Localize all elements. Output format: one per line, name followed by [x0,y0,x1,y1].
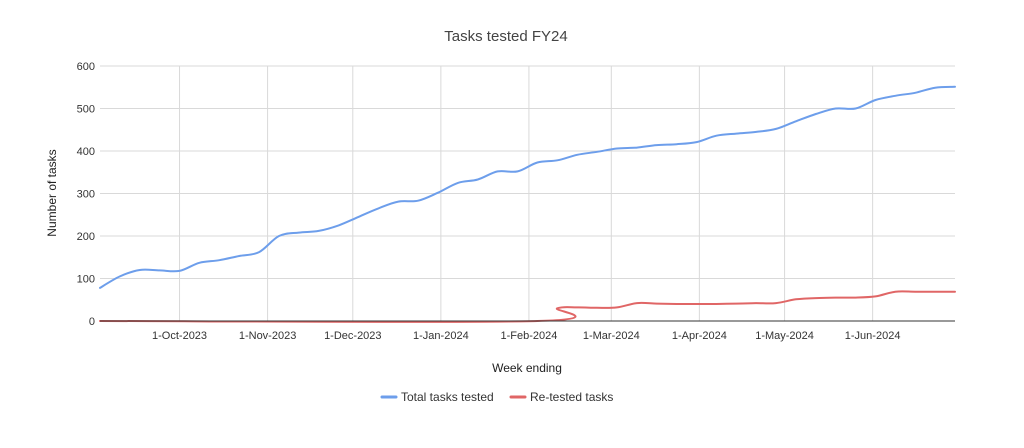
y-tick-label: 500 [77,104,95,116]
x-tick-label: 1-Nov-2023 [239,330,296,342]
y-tick-label: 400 [77,146,95,158]
series-line-1 [99,290,956,323]
x-tick-label: 1-Jun-2024 [845,330,901,342]
x-tick-label: 1-Apr-2024 [672,330,727,342]
chart-title: Tasks tested FY24 [444,28,567,45]
y-tick-label: 300 [77,189,95,201]
x-tick-label: 1-May-2024 [755,330,814,342]
legend: Total tasks tested Re-tested tasks [380,390,613,404]
y-tick-label: 100 [77,274,95,286]
y-axis-label: Number of tasks [45,149,59,236]
grid [100,65,955,321]
x-axis-label: Week ending [492,361,562,375]
x-tick-label: 1-Feb-2024 [500,330,557,342]
y-axis-ticks: 0 100 200 300 400 500 600 [77,61,95,328]
legend-label: Total tasks tested [401,390,494,404]
y-tick-label: 0 [89,316,95,328]
x-axis-ticks: 1-Oct-2023 1-Nov-2023 1-Dec-2023 1-Jan-2024… [152,330,900,342]
y-tick-label: 200 [77,231,95,243]
series-lines [99,85,956,323]
x-tick-label: 1-Jan-2024 [413,330,469,342]
legend-label: Re-tested tasks [530,390,613,404]
x-tick-label: 1-Mar-2024 [583,330,640,342]
x-tick-label: 1-Oct-2023 [152,330,207,342]
y-tick-label: 600 [77,61,95,73]
series-line-0 [99,85,956,289]
x-tick-label: 1-Dec-2023 [324,330,381,342]
